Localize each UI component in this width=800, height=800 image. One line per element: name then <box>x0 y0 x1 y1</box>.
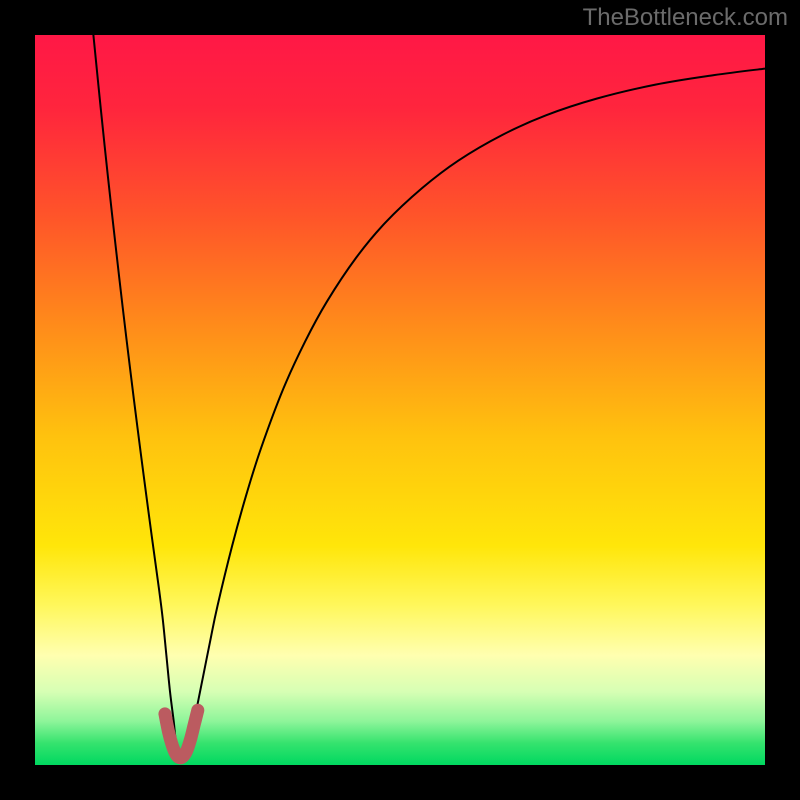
bottleneck-chart <box>0 0 800 800</box>
chart-container: TheBottleneck.com <box>0 0 800 800</box>
gradient-background <box>35 35 765 765</box>
watermark-text: TheBottleneck.com <box>583 4 788 32</box>
